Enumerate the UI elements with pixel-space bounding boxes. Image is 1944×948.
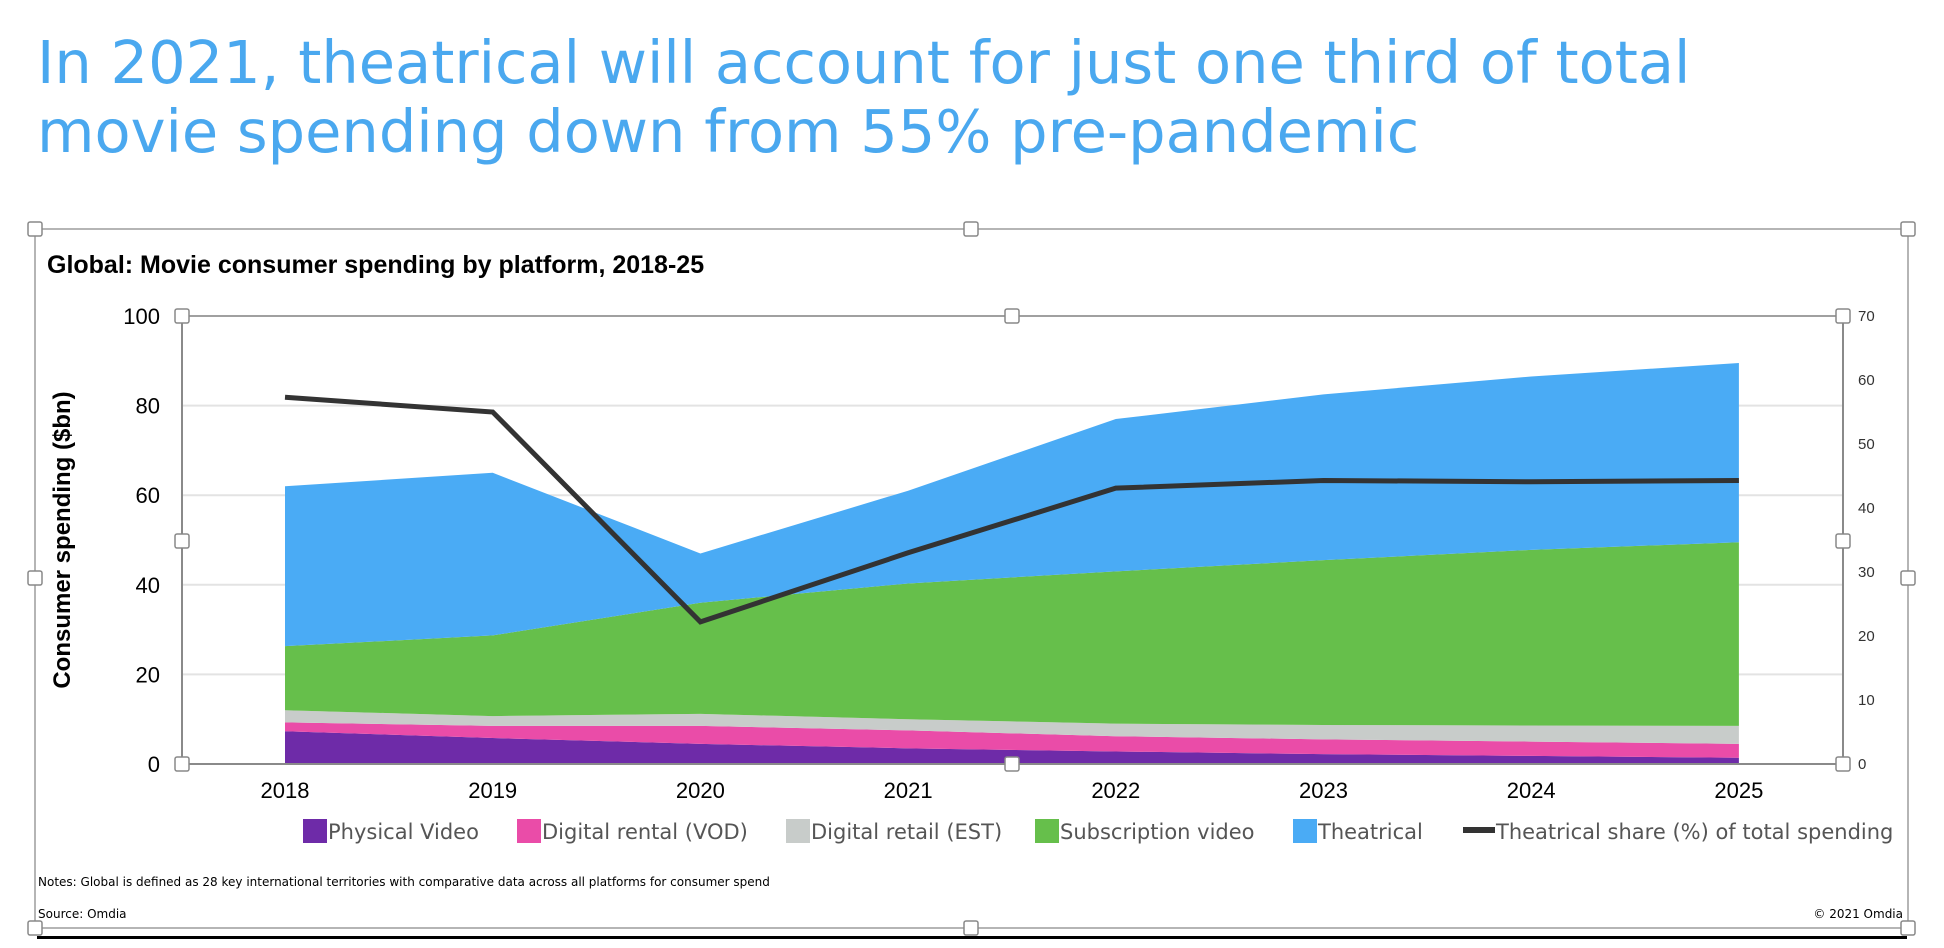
legend-label: Theatrical share (%) of total spending	[1495, 820, 1893, 844]
legend-label: Subscription video	[1060, 820, 1255, 844]
area-series	[285, 363, 1739, 764]
x-tick-label: 2019	[468, 778, 517, 803]
x-tick-label: 2021	[884, 778, 933, 803]
plot-resize-handle[interactable]	[174, 756, 190, 772]
y2-tick-label: 60	[1858, 372, 1875, 389]
legend-label: Theatrical	[1317, 820, 1423, 844]
plot-resize-handle[interactable]	[1835, 308, 1851, 324]
x-tick-label: 2023	[1299, 778, 1348, 803]
resize-handle[interactable]	[963, 920, 979, 936]
legend-line-swatch	[1463, 827, 1495, 833]
legend-item: Subscription video	[1035, 819, 1255, 844]
y2-tick-label: 0	[1858, 756, 1866, 773]
resize-handle[interactable]	[27, 570, 43, 586]
x-tick-label: 2020	[676, 778, 725, 803]
legend-label: Digital rental (VOD)	[542, 820, 748, 844]
legend-swatch	[786, 819, 810, 843]
area-theatrical	[285, 363, 1739, 647]
plot-handles[interactable]	[174, 308, 1851, 772]
area-subscription-video	[285, 542, 1739, 726]
tick-labels: 0 20 40 60 80 100 0 10 20 30 40 50 60 70 2018 2019 2020 2…	[123, 304, 1874, 803]
legend-item: Digital rental (VOD)	[517, 819, 748, 844]
resize-handle[interactable]	[1900, 920, 1916, 936]
plot-resize-handle[interactable]	[1835, 756, 1851, 772]
y2-tick-label: 70	[1858, 308, 1875, 325]
y2-tick-label: 50	[1858, 436, 1875, 453]
y-tick-label: 40	[136, 573, 160, 598]
y-tick-label: 100	[123, 304, 160, 329]
resize-handle[interactable]	[27, 221, 43, 237]
x-tick-label: 2018	[261, 778, 310, 803]
legend-item: Theatrical share (%) of total spending	[1463, 820, 1893, 844]
legend: Physical Video Digital rental (VOD) Digita…	[303, 819, 1893, 844]
y-tick-label: 0	[148, 752, 160, 777]
resize-handle[interactable]	[1900, 221, 1916, 237]
y-tick-label: 20	[136, 662, 160, 687]
legend-item: Physical Video	[303, 819, 479, 844]
x-tick-label: 2022	[1091, 778, 1140, 803]
plot-resize-handle[interactable]	[174, 308, 190, 324]
y-tick-label: 80	[136, 394, 160, 419]
chart-source: Source: Omdia	[38, 907, 127, 921]
line-series	[284, 394, 1739, 625]
legend-swatch	[303, 819, 327, 843]
x-tick-label: 2024	[1507, 778, 1556, 803]
area-digital-rental-vod-	[285, 722, 1739, 758]
frame-handles[interactable]	[27, 221, 1916, 936]
legend-swatch	[517, 819, 541, 843]
legend-item: Theatrical	[1293, 819, 1423, 844]
legend-swatch	[1293, 819, 1317, 843]
y2-tick-label: 20	[1858, 628, 1875, 645]
y-tick-label: 60	[136, 483, 160, 508]
x-tick-label: 2025	[1714, 778, 1763, 803]
plot-resize-handle[interactable]	[1004, 756, 1020, 772]
legend-label: Digital retail (EST)	[811, 820, 1002, 844]
plot-resize-handle[interactable]	[1004, 308, 1020, 324]
legend-swatch	[1035, 819, 1059, 843]
area-digital-retail-est-	[285, 710, 1739, 744]
plot-resize-handle[interactable]	[174, 533, 190, 549]
y2-tick-label: 30	[1858, 564, 1875, 581]
y-axis-label: Consumer spending ($bn)	[49, 391, 76, 688]
chart-notes: Notes: Global is defined as 28 key inter…	[38, 875, 770, 889]
y2-tick-label: 10	[1858, 692, 1875, 709]
resize-handle[interactable]	[963, 221, 979, 237]
line-theatrical-share	[284, 394, 1739, 625]
slide-title: In 2021, theatrical will account for jus…	[37, 28, 1691, 166]
resize-handle[interactable]	[27, 920, 43, 936]
plot-resize-handle[interactable]	[1835, 533, 1851, 549]
y2-tick-label: 40	[1858, 500, 1875, 517]
chart-title: Global: Movie consumer spending by platf…	[47, 251, 704, 279]
area-physical-video	[285, 731, 1739, 764]
chart-copyright: © 2021 Omdia	[1813, 907, 1903, 921]
bottom-rule	[37, 936, 1907, 939]
legend-item: Digital retail (EST)	[786, 819, 1002, 844]
legend-label: Physical Video	[328, 820, 479, 844]
resize-handle[interactable]	[1900, 570, 1916, 586]
